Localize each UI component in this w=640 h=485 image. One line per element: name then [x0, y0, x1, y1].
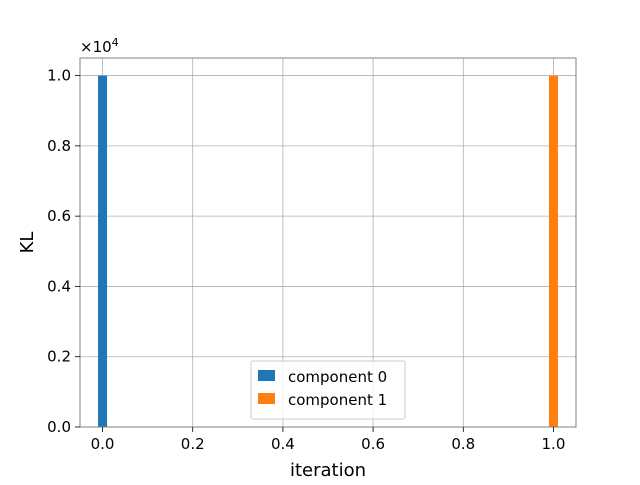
legend-box — [250, 360, 406, 420]
y-tick-label: 0.2 — [47, 348, 71, 366]
ticks: 0.0 0.2 0.4 0.6 0.8 1.0 0.0 0.2 0.4 0.6 0.8 1.0 — [47, 67, 565, 453]
legend-swatch-component-1 — [258, 393, 275, 404]
x-axis-label: iteration — [290, 460, 366, 480]
y-offset-base: ×10 — [80, 38, 112, 56]
x-tick-label: 0.6 — [361, 435, 385, 453]
y-axis-label: KL — [17, 232, 38, 254]
legend: component 0 component 1 — [250, 360, 406, 420]
y-tick-label: 0.0 — [47, 418, 71, 436]
x-tick-label: 1.0 — [542, 435, 566, 453]
bar-component-1 — [548, 75, 558, 428]
x-tick-label: 0.8 — [451, 435, 475, 453]
legend-label-component-0: component 0 — [288, 368, 387, 386]
y-tick-label: 1.0 — [47, 67, 71, 85]
legend-swatch-component-0 — [258, 370, 275, 381]
x-tick-label: 0.4 — [271, 435, 295, 453]
y-offset-exponent: 4 — [112, 36, 119, 49]
plot-frame — [79, 57, 577, 428]
bar-component-0 — [98, 75, 108, 428]
x-tick-label: 0.2 — [181, 435, 205, 453]
y-tick-label: 0.6 — [47, 207, 71, 225]
y-offset-label: ×104 — [80, 36, 119, 57]
legend-label-component-1: component 1 — [288, 391, 387, 409]
y-tick-label: 0.4 — [47, 277, 71, 295]
bars — [98, 75, 558, 428]
x-tick-label: 0.0 — [91, 435, 115, 453]
y-tick-label: 0.8 — [47, 137, 71, 155]
